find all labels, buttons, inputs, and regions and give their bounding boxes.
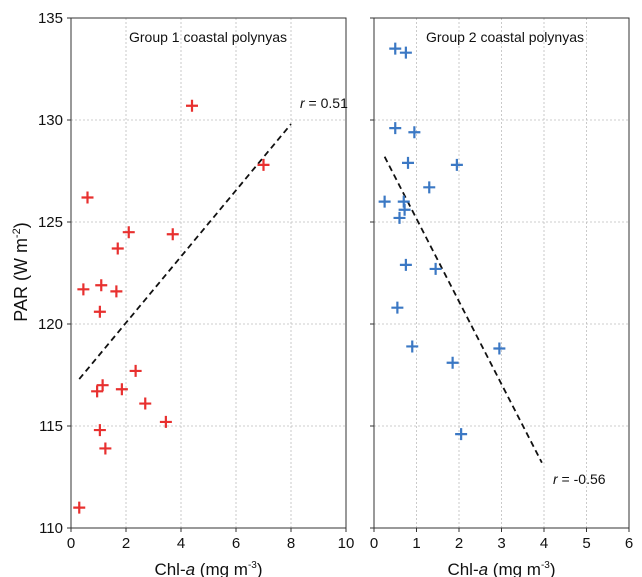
x-tick-label: 10 xyxy=(338,535,355,552)
correlation-value: = 0.51 xyxy=(305,95,348,111)
data-point xyxy=(93,424,106,437)
data-point xyxy=(393,211,406,224)
x-tick-label: 2 xyxy=(122,535,130,552)
data-point xyxy=(408,126,421,139)
data-point xyxy=(389,42,402,55)
correlation-value: = -0.56 xyxy=(558,471,606,487)
data-point xyxy=(399,258,412,271)
x-axis-label-pre: Chl- xyxy=(447,560,478,577)
y-tick-label: 135 xyxy=(38,10,63,27)
data-point xyxy=(99,442,112,455)
x-axis-label-close: ) xyxy=(257,560,263,577)
data-point xyxy=(110,285,123,298)
data-point xyxy=(95,279,108,292)
x-axis-label-sup: -3 xyxy=(541,560,550,571)
x-tick-label: 1 xyxy=(412,535,420,552)
x-tick-label: 0 xyxy=(370,535,378,552)
data-points xyxy=(73,99,270,514)
panel-group-1: 110 115 120 125 130 135 0 2 4 6 8 10 Group 1 coast… xyxy=(38,10,354,577)
y-tick-label: 110 xyxy=(39,520,63,537)
data-point xyxy=(73,501,86,514)
data-point xyxy=(493,342,506,355)
grid-lines xyxy=(71,18,346,528)
x-tick-label: 4 xyxy=(540,535,548,552)
data-point xyxy=(77,283,90,296)
plot-frame xyxy=(70,17,347,529)
panel-title: Group 1 coastal polynyas xyxy=(129,29,287,45)
data-point xyxy=(389,122,402,135)
data-points xyxy=(378,42,506,441)
x-tick-label: 0 xyxy=(67,535,75,552)
x-axis-label-sup: -3 xyxy=(248,560,257,571)
y-tick-label: 115 xyxy=(39,418,63,435)
data-point xyxy=(450,158,463,171)
data-point xyxy=(406,340,419,353)
panel-title: Group 2 coastal polynyas xyxy=(426,29,584,45)
data-point xyxy=(257,158,270,171)
data-point xyxy=(429,262,442,275)
y-ticks xyxy=(370,17,374,529)
data-point xyxy=(166,228,179,241)
x-axis-label-italic: a xyxy=(186,560,195,577)
y-axis-label-text: PAR (W m xyxy=(11,238,31,322)
data-point xyxy=(139,397,152,410)
x-axis-label-post: (mg m xyxy=(488,560,541,577)
data-point xyxy=(455,428,468,441)
data-point xyxy=(81,191,94,204)
x-axis-label: Chl-a (mg m-3) xyxy=(447,560,555,577)
y-axis-label-close: ) xyxy=(11,222,31,228)
data-point xyxy=(115,383,128,396)
x-axis-label-post: (mg m xyxy=(195,560,248,577)
data-point xyxy=(93,305,106,318)
correlation-annotation: r = -0.56 xyxy=(553,471,606,487)
data-point xyxy=(129,364,142,377)
y-axis-label-sup: -2 xyxy=(11,228,23,238)
data-point xyxy=(159,415,172,428)
trend-line xyxy=(383,156,543,464)
x-tick-label: 5 xyxy=(582,535,590,552)
x-axis-label-italic: a xyxy=(479,560,488,577)
grid-lines xyxy=(374,18,629,528)
x-tick-label: 6 xyxy=(232,535,240,552)
data-point xyxy=(122,226,135,239)
x-axis-label-pre: Chl- xyxy=(154,560,185,577)
data-point xyxy=(402,156,414,169)
correlation-r: r xyxy=(300,95,306,111)
data-point xyxy=(399,46,412,59)
x-tick-label: 4 xyxy=(177,535,185,552)
data-point xyxy=(378,195,391,208)
data-point xyxy=(391,301,404,314)
data-point xyxy=(446,356,459,369)
y-axis-label: PAR (W m-2) xyxy=(11,222,31,321)
x-tick-label: 8 xyxy=(287,535,295,552)
y-tick-label: 120 xyxy=(38,316,63,333)
x-tick-label: 3 xyxy=(497,535,505,552)
data-point xyxy=(186,99,198,112)
x-tick-label: 2 xyxy=(455,535,463,552)
x-ticks: 0 1 2 3 4 5 6 xyxy=(370,528,633,552)
data-point xyxy=(423,181,436,194)
data-point xyxy=(398,203,411,216)
panel-group-2: 0 1 2 3 4 5 6 Group 2 coastal polynyas r = -0.… xyxy=(370,17,633,577)
y-ticks: 110 115 120 125 130 135 xyxy=(38,10,71,537)
trend-line xyxy=(78,123,292,380)
data-point xyxy=(111,242,124,255)
y-tick-label: 130 xyxy=(38,112,63,129)
correlation-annotation: r = 0.51 xyxy=(300,95,348,111)
data-point xyxy=(91,385,104,398)
x-ticks: 0 2 4 6 8 10 xyxy=(67,528,355,552)
x-axis-label: Chl-a (mg m-3) xyxy=(154,560,262,577)
correlation-r: r xyxy=(553,471,559,487)
data-point xyxy=(96,379,109,392)
y-tick-label: 125 xyxy=(38,214,63,231)
x-tick-label: 6 xyxy=(625,535,633,552)
x-axis-label-close: ) xyxy=(550,560,556,577)
